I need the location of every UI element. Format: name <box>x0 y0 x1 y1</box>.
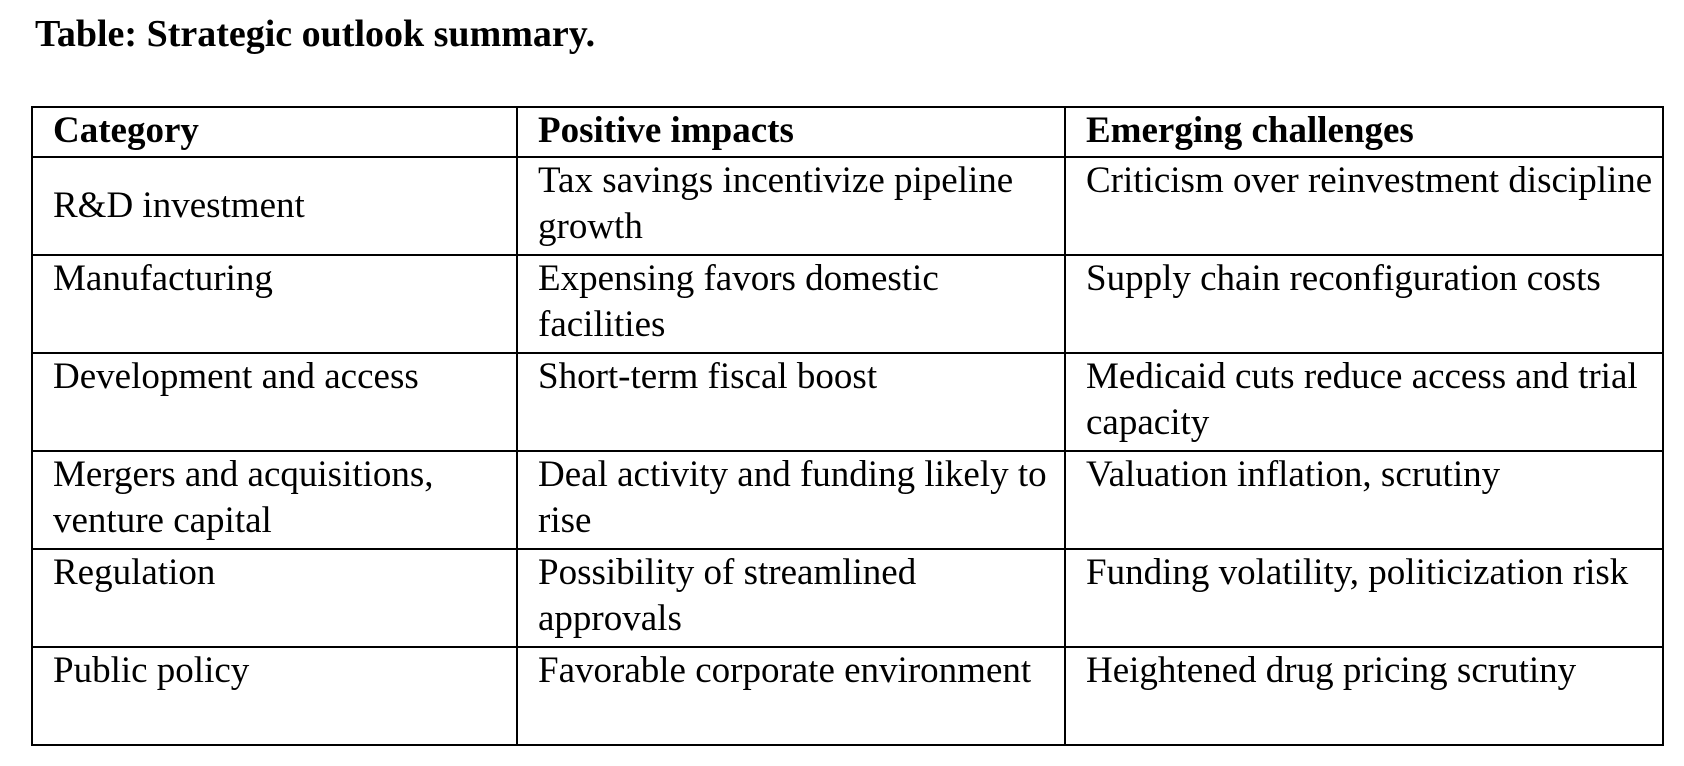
table-header-row: Category Positive impacts Emerging chall… <box>31 106 1664 158</box>
category-cell: Development and access <box>31 352 518 452</box>
challenge-cell: Medicaid cuts reduce access and trial ca… <box>1064 352 1664 452</box>
positive-impact-cell: Short-term fiscal boost <box>516 352 1066 452</box>
category-cell: Public policy <box>31 646 518 746</box>
header-positive-impacts: Positive impacts <box>516 106 1066 158</box>
positive-impact-cell: Favorable corporate environment <box>516 646 1066 746</box>
table-row: Public policy Favorable corporate enviro… <box>31 646 1664 746</box>
header-emerging-challenges: Emerging challenges <box>1064 106 1664 158</box>
header-category: Category <box>31 106 518 158</box>
table-caption: Table: Strategic outlook summary. <box>35 13 596 55</box>
challenge-cell: Heightened drug pricing scrutiny <box>1064 646 1664 746</box>
challenge-cell: Valuation inflation, scrutiny <box>1064 450 1664 550</box>
category-cell: Regulation <box>31 548 518 648</box>
positive-impact-cell: Deal activity and funding likely to rise <box>516 450 1066 550</box>
category-cell: R&D investment <box>31 156 518 256</box>
challenge-cell: Supply chain reconfiguration costs <box>1064 254 1664 354</box>
table-row: Regulation Possibility of streamlined ap… <box>31 548 1664 648</box>
table-row: Manufacturing Expensing favors domestic … <box>31 254 1664 354</box>
table-row: R&D investment Tax savings incentivize p… <box>31 156 1664 256</box>
table-row: Development and access Short-term fiscal… <box>31 352 1664 452</box>
challenge-cell: Criticism over reinvestment discipline <box>1064 156 1664 256</box>
table-row: Mergers and acquisitions, venture capita… <box>31 450 1664 550</box>
category-cell: Mergers and acquisitions, venture capita… <box>31 450 518 550</box>
category-cell: Manufacturing <box>31 254 518 354</box>
positive-impact-cell: Possibility of streamlined approvals <box>516 548 1066 648</box>
positive-impact-cell: Expensing favors domestic facilities <box>516 254 1066 354</box>
challenge-cell: Funding volatility, politicization risk <box>1064 548 1664 648</box>
strategic-outlook-table: Category Positive impacts Emerging chall… <box>31 106 1664 746</box>
positive-impact-cell: Tax savings incentivize pipeline growth <box>516 156 1066 256</box>
